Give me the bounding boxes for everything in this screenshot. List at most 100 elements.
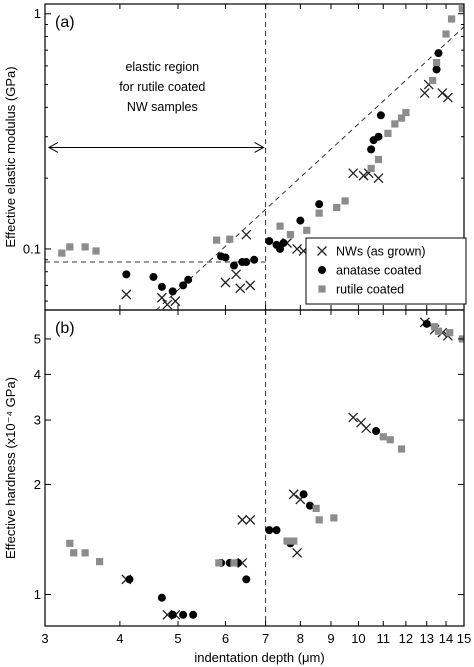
data-point-x: [231, 269, 242, 280]
x-tick-label: 14: [439, 631, 453, 646]
data-point-square: [215, 559, 223, 567]
plot-area: [66, 310, 464, 626]
x-tick-label: 6: [222, 631, 229, 646]
data-point-square: [81, 549, 89, 557]
x-stroke: [121, 289, 132, 300]
data-point-x: [170, 296, 181, 307]
data-point-square: [431, 323, 439, 331]
y-tick-label: 0.1: [23, 241, 41, 256]
x-stroke: [241, 229, 252, 240]
x-stroke: [245, 280, 256, 291]
data-point-circle: [184, 275, 193, 284]
plot-area: [45, 4, 464, 310]
data-point-circle: [434, 49, 443, 58]
data-point-square: [384, 129, 392, 137]
data-point-circle: [296, 216, 305, 225]
arrow-head-left: [47, 142, 59, 153]
data-point-square: [429, 76, 437, 85]
y-axis-title: Effective hardness (x10⁻⁴ GPa): [3, 377, 18, 559]
data-point-circle: [279, 238, 288, 247]
plot-frame: [44, 309, 465, 627]
data-point-square: [286, 231, 294, 239]
panel-label: (a): [55, 14, 75, 31]
data-point-circle: [229, 261, 238, 270]
data-point-circle: [179, 281, 188, 290]
x-stroke: [292, 547, 303, 558]
double-arrow: [47, 142, 265, 153]
legend-marker-square: [318, 285, 326, 293]
y-tick-label: 3: [34, 413, 41, 428]
data-point-circle: [265, 526, 274, 535]
y-tick-label: 4: [34, 367, 41, 382]
data-point-circle: [122, 270, 131, 279]
x-axis-title: indentation depth (μm): [194, 650, 324, 665]
x-tick-label: 5: [174, 631, 181, 646]
x-stroke: [348, 412, 359, 423]
data-point-square: [330, 514, 338, 522]
legend: NWs (as grown) anatase coated rutile coate…: [305, 237, 467, 305]
data-point-square: [402, 108, 410, 117]
x-stroke: [220, 277, 231, 288]
series-x: [121, 317, 453, 620]
data-point-square: [66, 539, 74, 547]
data-point-square: [230, 559, 238, 567]
legend-label: NWs (as grown): [336, 245, 426, 259]
x-stroke: [156, 292, 167, 303]
data-point-circle: [374, 132, 383, 141]
data-point-x: [237, 514, 248, 525]
data-point-square: [341, 197, 349, 205]
x-stroke: [348, 168, 359, 179]
x-stroke: [356, 417, 366, 428]
data-point-x: [241, 229, 252, 240]
data-point-x: [348, 168, 359, 179]
x-stroke: [361, 423, 372, 434]
data-point-x: [358, 170, 369, 181]
data-point-square: [386, 436, 394, 444]
data-point-circle: [299, 490, 308, 499]
data-point-square: [458, 5, 464, 13]
data-point-circle: [250, 255, 259, 264]
legend-label: anatase coated: [336, 264, 422, 278]
x-tick-label: 12: [399, 631, 413, 646]
data-point-square: [95, 558, 104, 566]
data-point-x: [162, 299, 173, 310]
x-stroke: [373, 173, 384, 184]
x-stroke: [317, 246, 327, 256]
data-point-x: [156, 292, 167, 303]
data-point-square: [226, 235, 234, 243]
x-tick-label: 7: [262, 631, 269, 646]
data-point-square: [379, 433, 387, 441]
data-point-x: [235, 283, 246, 294]
x-tick-label: 8: [297, 631, 304, 646]
x-stroke: [419, 88, 430, 99]
x-stroke: [162, 299, 173, 310]
y-tick-label: 2: [34, 477, 41, 492]
data-point-x: [442, 92, 453, 103]
data-point-square: [333, 203, 341, 212]
data-point-square: [397, 114, 406, 122]
x-tick-label: 11: [377, 631, 391, 646]
data-point-x: [373, 173, 384, 184]
data-point-x: [361, 423, 372, 434]
y-tick-label: 1: [34, 587, 41, 602]
data-point-x: [288, 489, 299, 500]
x-stroke: [437, 327, 448, 338]
data-point-circle: [376, 111, 385, 120]
data-point-square: [374, 155, 383, 164]
x-tick-label: 15: [457, 631, 471, 646]
data-point-square: [70, 549, 78, 557]
y-tick-label: 1: [34, 6, 41, 21]
y-tick-label: 5: [34, 331, 41, 346]
annotation-text-line: for rutile coated: [119, 80, 205, 94]
data-point-circle: [305, 501, 314, 510]
data-point-circle: [242, 257, 251, 266]
data-point-circle: [157, 593, 166, 602]
legend-marker-circle: [318, 266, 326, 274]
x-stroke: [245, 514, 256, 525]
data-point-circle: [168, 287, 177, 296]
data-point-circle: [157, 282, 166, 291]
data-point-circle: [179, 610, 188, 619]
annotation-text-line: elastic region: [125, 60, 199, 74]
data-point-x: [348, 412, 359, 423]
data-point-x: [292, 547, 303, 558]
